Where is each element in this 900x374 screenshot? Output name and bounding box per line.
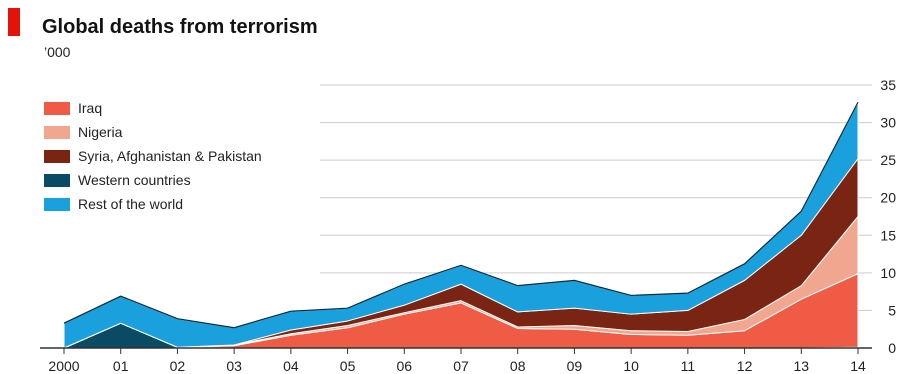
x-tick-label: 2000 [48,358,79,374]
y-tick-label: 20 [880,190,896,206]
x-tick-label: 11 [681,358,696,374]
y-tick-label: 0 [888,340,896,356]
legend-item-western: Western countries [44,168,262,192]
legend-label: Western countries [78,172,191,188]
legend-item-nigeria: Nigeria [44,120,262,144]
y-tick-label: 35 [880,77,896,93]
chart-legend: Iraq Nigeria Syria, Afghanistan & Pakistan… [44,96,262,216]
x-tick-label: 01 [113,358,129,374]
legend-swatch [44,197,70,211]
y-tick-label: 5 [888,302,896,318]
y-tick-label: 10 [880,265,896,281]
legend-item-rest: Rest of the world [44,192,262,216]
x-tick-label: 03 [226,358,242,374]
legend-swatch [44,173,70,187]
x-tick-label: 13 [793,358,809,374]
total-outline [63,102,859,329]
legend-swatch [44,149,70,163]
x-tick-label: 07 [453,358,469,374]
legend-label: Rest of the world [78,196,184,212]
x-tick-label: 06 [396,358,412,374]
legend-item-syria: Syria, Afghanistan & Pakistan [44,144,262,168]
x-tick-label: 10 [623,358,639,374]
legend-swatch [44,101,70,115]
x-tick-label: 05 [340,358,356,374]
legend-label: Syria, Afghanistan & Pakistan [78,148,262,164]
y-tick-label: 25 [880,152,896,168]
x-tick-label: 14 [850,358,866,374]
legend-label: Nigeria [78,124,123,140]
chart-title: Global deaths from terrorism [42,16,318,38]
legend-item-iraq: Iraq [44,96,262,120]
legend-label: Iraq [78,100,103,116]
x-tick-label: 12 [737,358,753,374]
y-tick-label: 15 [880,227,896,243]
x-tick-label: 08 [510,358,526,374]
x-tick-label: 09 [567,358,583,374]
chart-unit-label: ’000 [44,44,71,60]
red-tag-marker [8,8,20,36]
y-tick-label: 30 [880,115,896,131]
x-tick-label: 04 [283,358,299,374]
legend-swatch [44,125,70,139]
x-tick-label: 02 [170,358,186,374]
